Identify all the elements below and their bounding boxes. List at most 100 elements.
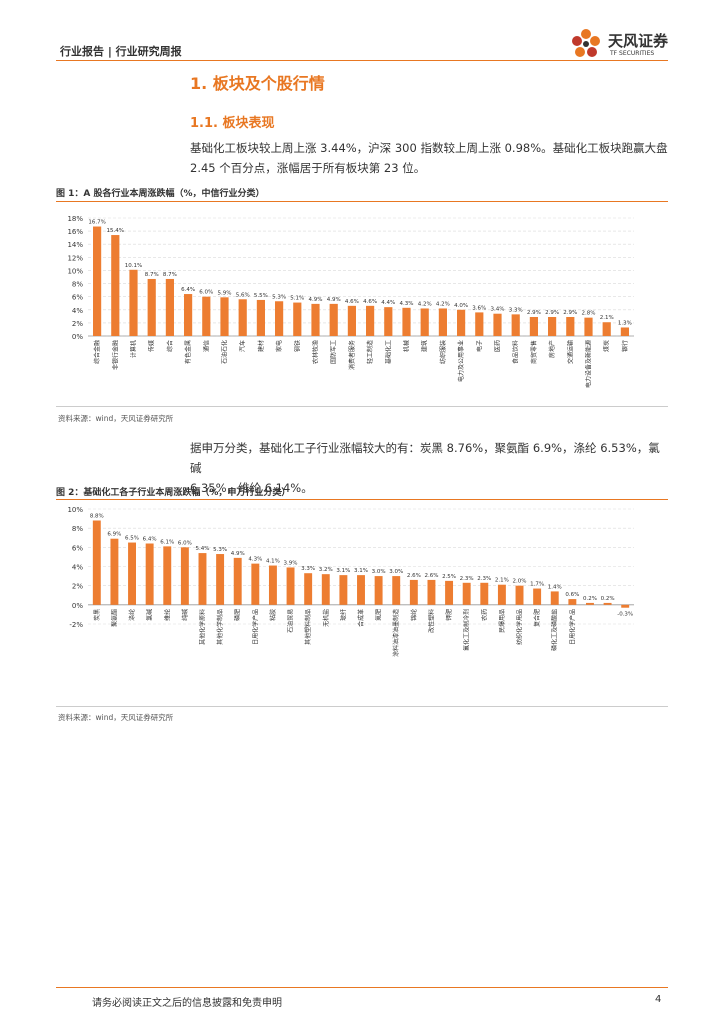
data-label: 4.4% (381, 300, 395, 306)
data-label: 2.1% (600, 315, 614, 321)
data-label: 2.3% (460, 576, 474, 582)
bar (392, 576, 401, 605)
y-tick-label: 0% (72, 602, 83, 610)
header-divider (56, 60, 668, 61)
figure-1-source: 资料来源：wind，天风证券研究所 (58, 414, 174, 423)
bar (329, 303, 338, 336)
figure-2-bottom-rule (56, 706, 668, 707)
data-label: 4.6% (363, 299, 377, 305)
y-tick-label: 8% (72, 281, 83, 289)
category-label: 维纶 (163, 609, 171, 621)
data-label: 15.4% (107, 228, 124, 234)
bar (584, 317, 593, 336)
data-label: 6.0% (178, 540, 192, 546)
bar (511, 314, 520, 336)
bar (427, 579, 436, 605)
category-label: 改性塑料 (427, 609, 435, 633)
bar (366, 305, 375, 336)
page-number: 4 (655, 994, 662, 1005)
brand-subtitle: TF SECURITIES (610, 50, 655, 57)
category-label: 传媒 (148, 340, 156, 352)
data-label: 1.7% (530, 582, 544, 588)
bar (620, 327, 629, 336)
bar (409, 579, 418, 605)
bar (128, 542, 136, 605)
bar (163, 546, 172, 605)
category-label: 日用化学产品 (568, 609, 576, 645)
category-label: 通信 (202, 340, 210, 352)
brand-name: 天风证券 (608, 32, 669, 50)
y-tick-label: 12% (67, 254, 83, 262)
data-label: 4.3% (400, 301, 414, 307)
bar (202, 296, 211, 336)
category-label: 非银行金融 (111, 340, 119, 370)
data-label: 4.2% (436, 301, 450, 307)
y-tick-label: -2% (69, 621, 83, 629)
data-label: 4.1% (266, 559, 280, 565)
bar (420, 308, 429, 336)
category-label: 农药 (480, 609, 488, 621)
data-label: 2.0% (513, 579, 527, 585)
data-label: 3.0% (389, 569, 403, 575)
category-label: 石油贸易 (287, 609, 295, 633)
bar (586, 602, 594, 605)
data-label: 6.9% (107, 532, 121, 538)
data-label: 6.4% (143, 537, 157, 543)
data-label: 1.3% (618, 320, 632, 326)
bar (145, 543, 154, 605)
category-label: 消费者服务 (348, 340, 356, 370)
bar (165, 278, 174, 336)
figure-2-title: 图 2：基础化工各子行业本周涨跌幅（%，申万行业分类） (56, 488, 291, 498)
category-label: 建筑 (421, 340, 429, 352)
data-label: 4.3% (248, 557, 262, 563)
data-label: 2.9% (527, 310, 541, 316)
data-label: 4.6% (345, 299, 359, 305)
bar (92, 520, 101, 605)
category-label: 综合 (166, 340, 174, 352)
bar (93, 226, 102, 336)
data-label: 3.2% (319, 567, 333, 573)
bar (256, 299, 265, 336)
data-label: 0.6% (565, 592, 579, 598)
category-label: 磷肥 (234, 609, 242, 621)
category-label: 合成革 (357, 609, 365, 627)
category-label: 无机盐 (322, 609, 330, 627)
bar (621, 604, 630, 608)
category-label: 粘胶 (269, 609, 277, 621)
y-tick-label: 10% (67, 506, 83, 514)
figure-1-top-rule (56, 201, 668, 202)
data-label: 2.1% (495, 578, 509, 584)
bar (515, 585, 524, 605)
bar (216, 554, 225, 605)
paragraph-sector-summary: 基础化工板块较上周上涨 3.44%，沪深 300 指数较上周上涨 0.98%。基… (190, 138, 670, 178)
category-label: 银行 (621, 340, 629, 352)
category-label: 建材 (257, 340, 265, 352)
data-label: 2.5% (442, 574, 456, 580)
category-label: 电力设备及新能源 (585, 340, 593, 388)
category-label: 房地产 (548, 340, 556, 358)
category-label: 家电 (275, 340, 283, 352)
data-label: 2.9% (563, 310, 577, 316)
category-label: 农林牧渔 (312, 340, 320, 364)
bar (457, 309, 466, 336)
figure-1-bottom-rule (56, 406, 668, 407)
category-label: 日用化学产品 (251, 609, 259, 645)
data-label: 4.0% (454, 303, 468, 309)
data-label: 1.4% (548, 584, 562, 590)
figure-2-source: 资料来源：wind，天风证券研究所 (58, 713, 174, 722)
data-label: 2.3% (477, 576, 491, 582)
bar (529, 316, 538, 336)
category-label: 医药 (494, 340, 502, 352)
category-label: 综合金融 (93, 340, 101, 364)
category-label: 电子 (475, 340, 483, 352)
data-label: 8.7% (145, 272, 159, 278)
category-label: 锦纶 (410, 609, 418, 621)
figure-2-bar-chart: -2% 0% 2% 4% 6% 8% 10% 8.8% 炭黑 6.9% 聚氨酯 6.5% 涤纶 6.4% 氯… (67, 506, 634, 657)
data-label: 3.1% (354, 568, 368, 574)
category-label: 其他化学原料 (198, 609, 206, 645)
category-label: 纯碱 (181, 609, 189, 621)
footer-disclaimer: 请务必阅读正文之后的信息披露和免责申明 (92, 998, 282, 1009)
data-label: 4.9% (327, 297, 341, 303)
subsection-heading: 1.1. 板块表现 (190, 116, 275, 131)
y-tick-label: 8% (72, 525, 83, 533)
